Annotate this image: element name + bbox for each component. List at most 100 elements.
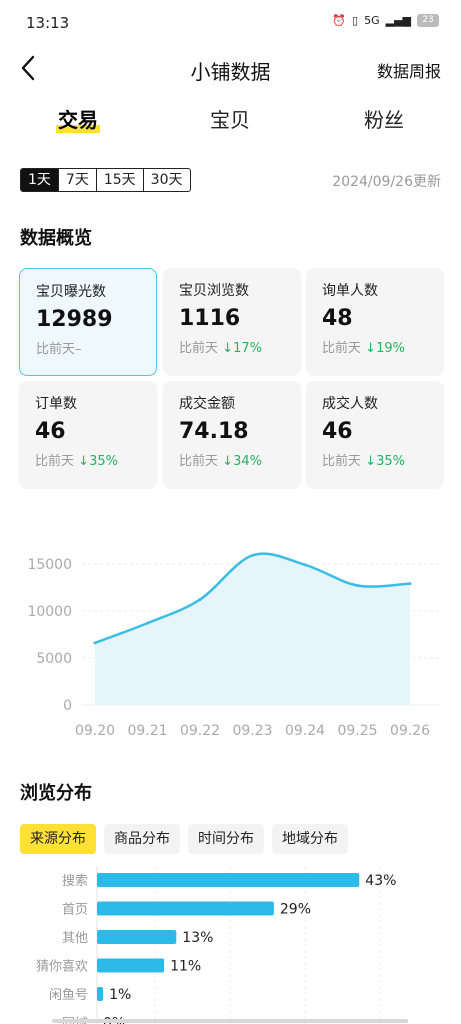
status-bar: 13:13 ⏰ ▯ 5G ▂▄▆ 23 [0,0,461,46]
card-compare: 比前天 ↓19% [322,337,428,356]
bar [97,958,165,973]
compare-change: 35% [376,454,405,469]
card-compare: 比前天– [36,338,140,357]
bar [97,930,177,944]
range-15-days[interactable]: 15天 [97,169,144,191]
main-tabs: 交易 宝贝 粉丝 [0,100,461,140]
compare-change: – [75,342,82,357]
bar [97,987,104,1001]
card-inquiries[interactable]: 询单人数 48 比前天 ↓19% [306,268,444,376]
x-tick-label: 09.26 [390,723,430,739]
card-value: 12989 [36,307,113,332]
card-compare: 比前天 ↓34% [179,450,285,469]
y-tick-label: 15000 [27,557,72,573]
y-tick-label: 0 [63,698,72,714]
card-revenue[interactable]: 成交金额 74.18 比前天 ↓34% [163,381,301,489]
tab-fans[interactable]: 粉丝 [364,108,404,132]
card-compare: 比前天 ↓17% [179,337,285,356]
horizontal-scrollbar[interactable] [52,1019,408,1023]
card-value: 74.18 [179,419,249,444]
compare-change: 19% [376,341,405,356]
compare-label: 比前天 [322,454,362,469]
update-time: 2024/09/26更新 [332,174,441,190]
network-label: 5G [364,14,380,27]
card-value: 46 [322,419,353,444]
down-arrow-icon: ↓ [222,454,234,469]
data-point [198,598,202,602]
data-point [303,563,307,567]
page-title: 小铺数据 [190,60,271,84]
card-exposure[interactable]: 宝贝曝光数 12989 比前天– [19,268,157,376]
bar [97,901,274,916]
compare-label: 比前天 [179,341,219,356]
compare-change: 34% [233,454,262,469]
card-buyers[interactable]: 成交人数 46 比前天 ↓35% [306,381,444,489]
area-fill [95,553,410,705]
y-tick-label: 5000 [36,651,72,667]
down-arrow-icon: ↓ [222,341,234,356]
card-label: 订单数 [35,396,77,412]
x-tick-label: 09.24 [285,723,325,739]
bar-value-label: 13% [182,930,213,946]
distribution-title: 浏览分布 [20,783,92,804]
range-selector: 1天 7天 15天 30天 [20,168,191,192]
data-point [408,582,412,586]
card-views[interactable]: 宝贝浏览数 1116 比前天 ↓17% [163,268,301,376]
bar-category-label: 搜索 [62,874,88,889]
vibrate-icon: ▯ [352,14,359,27]
card-label: 询单人数 [322,283,378,299]
x-tick-label: 09.22 [180,723,220,739]
card-orders[interactable]: 订单数 46 比前天 ↓35% [19,381,157,489]
bar-value-label: 1% [109,987,131,1003]
tab-region-distribution[interactable]: 地域分布 [272,824,348,854]
x-tick-label: 09.23 [232,723,272,739]
bar-value-label: 43% [365,873,396,889]
down-arrow-icon: ↓ [365,454,377,469]
bar-value-label: 29% [280,902,311,918]
signal-icon: ▂▄▆ [385,14,411,27]
active-tab-underline [56,125,100,133]
card-value: 48 [322,306,353,331]
tab-product-distribution[interactable]: 商品分布 [104,824,180,854]
data-point [93,641,97,645]
status-time: 13:13 [26,14,70,32]
bar-category-label: 其他 [62,931,88,946]
battery-icon: 23 [417,14,439,27]
bar [97,873,360,887]
range-30-days[interactable]: 30天 [150,172,183,188]
compare-label: 比前天 [179,454,219,469]
card-value: 1116 [179,306,241,331]
bar-category-label: 闲鱼号 [49,987,88,1003]
distribution-tabs: 来源分布 商品分布 时间分布 地域分布 [20,824,348,854]
data-point [251,553,254,557]
tab-items[interactable]: 宝贝 [210,108,250,132]
bar-value-label: 11% [170,959,201,975]
card-label: 成交人数 [322,396,378,412]
data-point [356,583,359,587]
compare-change: 35% [89,454,118,469]
card-compare: 比前天 ↓35% [35,450,141,469]
status-icons: ⏰ ▯ 5G ▂▄▆ 23 [332,14,439,27]
card-label: 宝贝浏览数 [179,283,249,299]
y-tick-label: 10000 [27,604,72,620]
range-1-day[interactable]: 1天 [21,169,59,191]
range-7-days[interactable]: 7天 [59,169,97,191]
data-point [146,621,149,625]
tab-trade[interactable]: 交易 [58,108,98,132]
bar-category-label: 首页 [62,903,88,918]
weekly-report-link[interactable]: 数据周报 [376,62,441,81]
down-arrow-icon: ↓ [365,341,377,356]
compare-label: 比前天 [36,342,76,357]
x-tick-label: 09.25 [337,723,377,739]
down-arrow-icon: ↓ [78,454,90,469]
x-tick-label: 09.21 [127,723,167,739]
nav-header: 小铺数据 数据周报 [0,46,461,90]
compare-change: 17% [233,341,262,356]
compare-label: 比前天 [35,454,75,469]
alarm-icon: ⏰ [332,14,347,27]
tab-source-distribution[interactable]: 来源分布 [20,824,96,854]
card-label: 宝贝曝光数 [36,284,106,300]
back-arrow-icon[interactable] [16,54,40,82]
tab-time-distribution[interactable]: 时间分布 [188,824,264,854]
